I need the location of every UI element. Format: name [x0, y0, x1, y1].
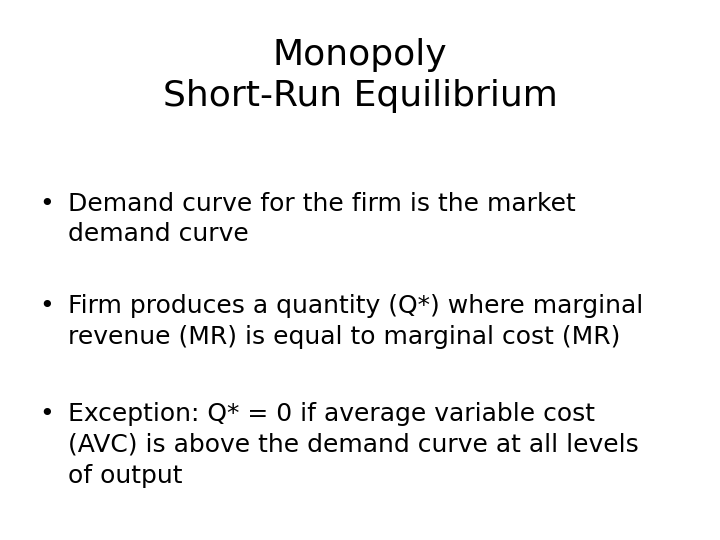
Text: •: • — [40, 402, 54, 426]
Text: •: • — [40, 192, 54, 215]
Text: Monopoly
Short-Run Equilibrium: Monopoly Short-Run Equilibrium — [163, 38, 557, 112]
Text: •: • — [40, 294, 54, 318]
Text: Firm produces a quantity (Q*) where marginal
revenue (MR) is equal to marginal c: Firm produces a quantity (Q*) where marg… — [68, 294, 644, 349]
Text: Demand curve for the firm is the market
demand curve: Demand curve for the firm is the market … — [68, 192, 576, 246]
Text: Exception: Q* = 0 if average variable cost
(AVC) is above the demand curve at al: Exception: Q* = 0 if average variable co… — [68, 402, 639, 488]
